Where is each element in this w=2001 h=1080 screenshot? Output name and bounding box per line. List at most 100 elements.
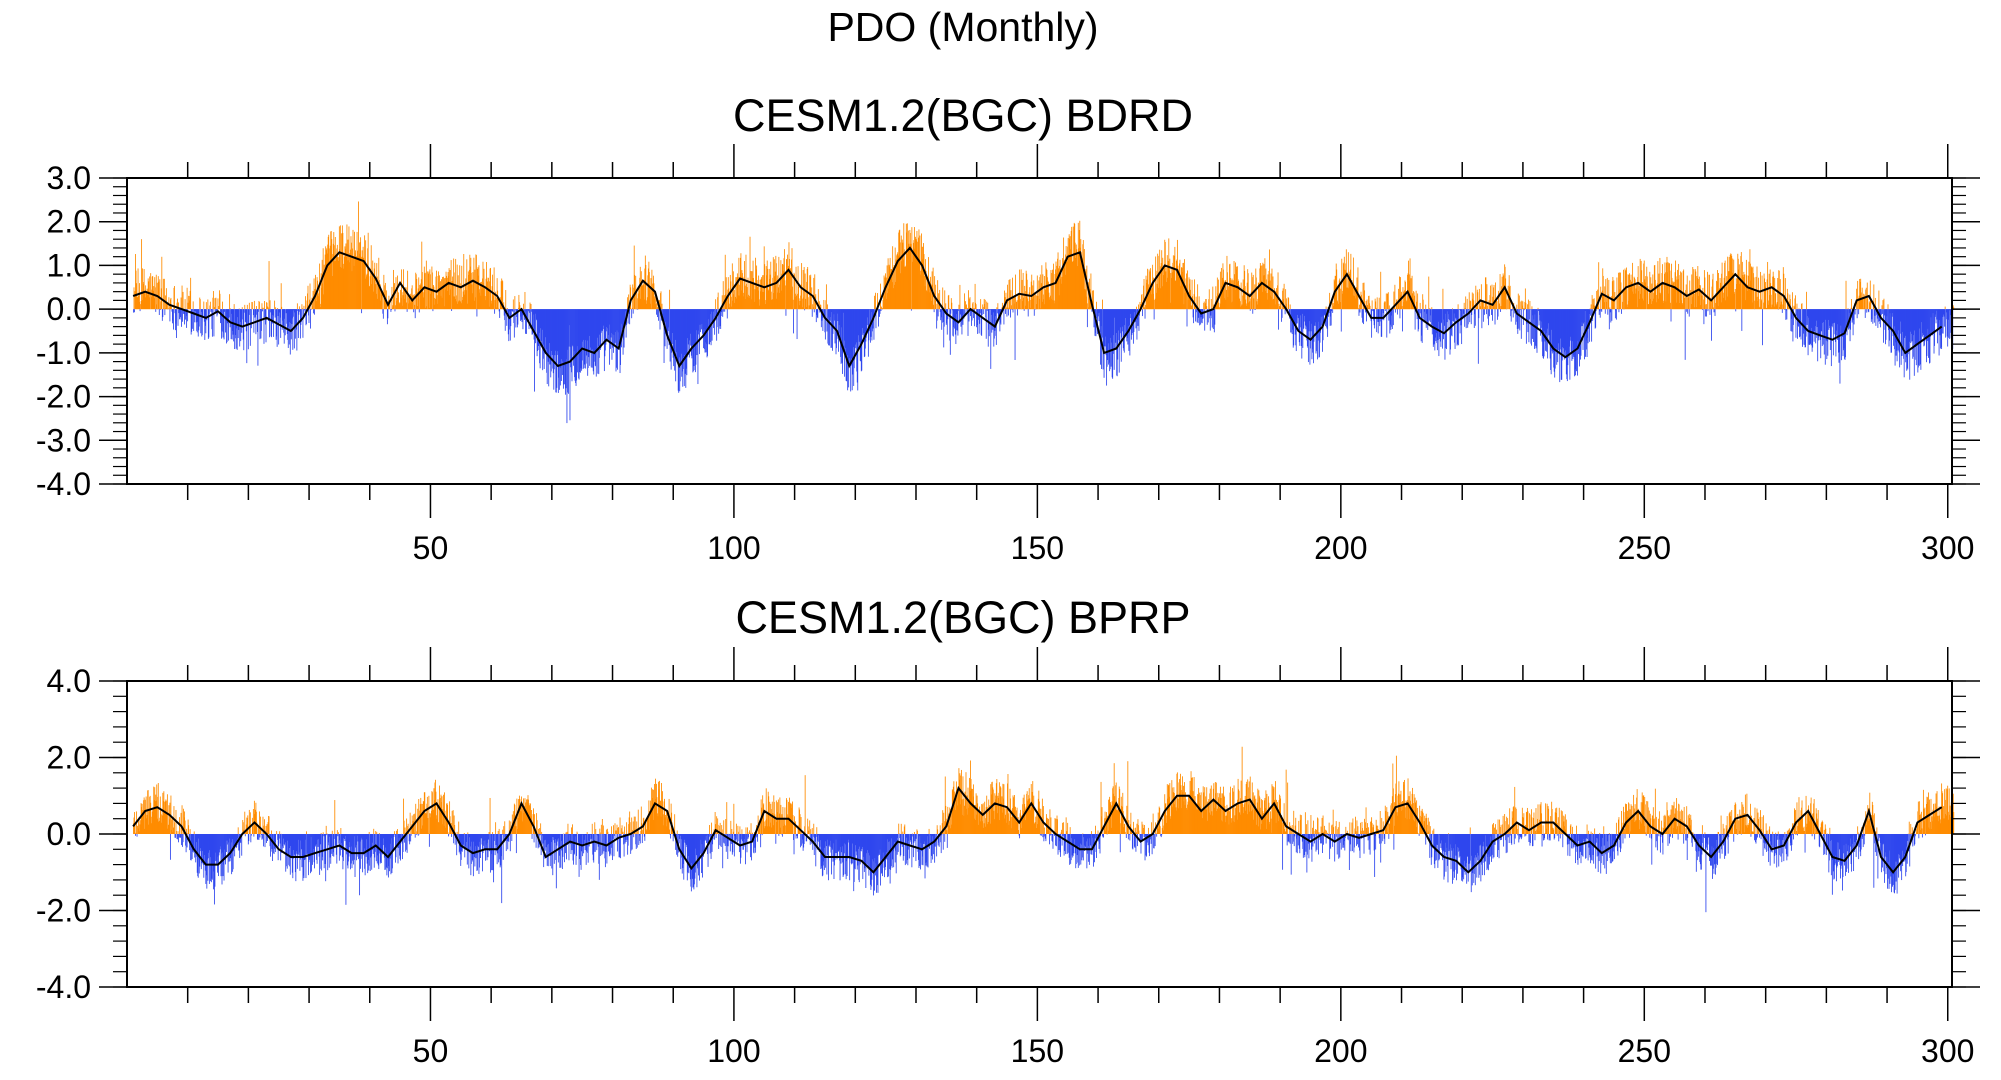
monthly-bar [646, 829, 648, 834]
monthly-bar [1414, 295, 1416, 310]
monthly-bar [1609, 309, 1611, 313]
monthly-bar [486, 834, 488, 861]
monthly-bar [1764, 278, 1766, 310]
monthly-bar [489, 268, 491, 310]
monthly-bar [1655, 284, 1657, 310]
monthly-bar [175, 834, 176, 838]
monthly-bar [356, 834, 358, 857]
monthly-bar [279, 831, 281, 834]
monthly-bar [1830, 309, 1832, 367]
monthly-bar [1557, 309, 1559, 363]
monthly-bar [1394, 284, 1396, 310]
monthly-bar [313, 834, 315, 863]
monthly-bar [889, 266, 891, 310]
monthly-bar [1713, 307, 1714, 310]
monthly-bar [419, 804, 421, 834]
monthly-bar [752, 832, 753, 834]
monthly-bar [402, 295, 404, 310]
monthly-bar [1144, 307, 1145, 310]
monthly-bar [697, 309, 698, 341]
monthly-bar [470, 834, 472, 876]
monthly-bar [513, 309, 515, 338]
monthly-bar [837, 309, 838, 314]
monthly-bar [1809, 309, 1811, 345]
monthly-bar [1376, 309, 1378, 333]
monthly-bar [1370, 309, 1372, 322]
monthly-bar [192, 301, 194, 310]
monthly-bar [1257, 298, 1259, 310]
monthly-bar [690, 309, 692, 334]
monthly-bar [1147, 268, 1148, 310]
monthly-bar [940, 309, 942, 321]
monthly-bar [1813, 309, 1815, 335]
monthly-bar [333, 834, 335, 857]
monthly-bar [1056, 273, 1057, 310]
monthly-bar [188, 296, 190, 310]
monthly-bar [346, 834, 347, 855]
monthly-bar [720, 834, 722, 848]
monthly-bar [1498, 290, 1499, 310]
monthly-bar [353, 834, 355, 860]
monthly-bar [866, 309, 868, 333]
monthly-bar [1254, 309, 1256, 310]
monthly-bar [1832, 309, 1834, 356]
monthly-bar [840, 309, 841, 357]
monthly-bar [628, 294, 630, 310]
monthly-bar [190, 834, 192, 861]
monthly-bar [807, 297, 809, 310]
monthly-bar [799, 300, 801, 310]
monthly-bar [752, 834, 754, 838]
monthly-bar [1306, 309, 1308, 341]
monthly-bar [1822, 309, 1824, 345]
monthly-bar [1337, 284, 1339, 310]
monthly-bar [578, 834, 580, 877]
monthly-bar [1248, 293, 1250, 310]
monthly-bar [845, 309, 847, 356]
monthly-bar [1882, 300, 1884, 310]
monthly-bar [949, 309, 951, 341]
monthly-bar [1329, 309, 1331, 326]
monthly-bar [493, 267, 495, 310]
monthly-bar [166, 304, 168, 310]
monthly-bar [159, 796, 161, 834]
monthly-bar [162, 792, 164, 834]
monthly-bar [1718, 289, 1720, 310]
monthly-bar [816, 309, 818, 315]
monthly-bar [732, 271, 734, 310]
monthly-bar [289, 834, 291, 875]
monthly-bar [1294, 309, 1296, 335]
monthly-bar [1707, 309, 1709, 312]
monthly-bar [253, 834, 255, 837]
monthly-bar [621, 828, 622, 834]
monthly-bar [1870, 309, 1872, 322]
monthly-bar [1896, 309, 1898, 362]
monthly-bar [1450, 309, 1451, 350]
monthly-bar [1144, 309, 1146, 319]
monthly-bar [171, 306, 172, 310]
monthly-bar [192, 834, 194, 852]
monthly-bar [402, 834, 403, 860]
monthly-bar [507, 834, 509, 841]
monthly-bar [171, 309, 173, 312]
monthly-bar [688, 834, 690, 874]
monthly-bar [403, 798, 405, 834]
monthly-bar [208, 309, 210, 314]
monthly-bar [551, 834, 553, 869]
monthly-bar [1376, 297, 1378, 310]
monthly-bar [794, 296, 796, 310]
monthly-bar [552, 309, 554, 374]
monthly-bar [1658, 273, 1660, 310]
monthly-bar [453, 272, 455, 310]
monthly-bar [1107, 309, 1109, 344]
monthly-bar [187, 309, 189, 322]
monthly-bar [447, 290, 449, 310]
monthly-bar [875, 292, 876, 310]
monthly-bar [1327, 309, 1329, 337]
monthly-bar [1789, 299, 1791, 310]
monthly-bar [1821, 309, 1823, 332]
monthly-bar [671, 309, 673, 353]
monthly-bar [182, 291, 184, 310]
monthly-bar [763, 246, 765, 310]
monthly-bar [1385, 293, 1387, 310]
monthly-bar [1434, 309, 1436, 351]
